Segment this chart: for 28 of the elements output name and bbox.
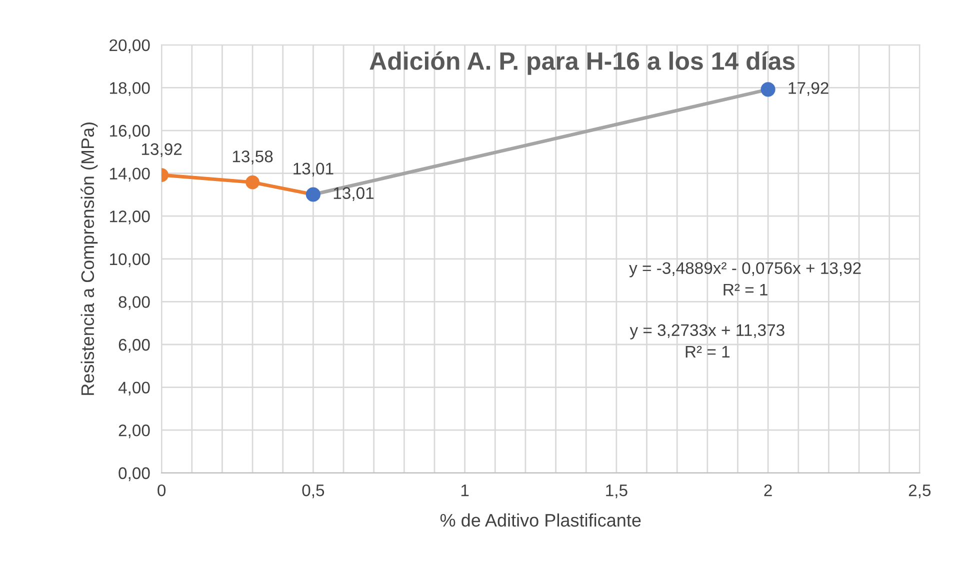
y-tick-label: 4,00 bbox=[118, 382, 150, 396]
x-tick-label: 0,5 bbox=[302, 484, 324, 498]
data-label: 13,58 bbox=[232, 150, 273, 164]
y-tick-label: 12,00 bbox=[110, 210, 150, 224]
y-tick-label: 20,00 bbox=[110, 39, 150, 54]
data-label: 17,92 bbox=[788, 82, 828, 96]
data-label: 13,01 bbox=[294, 162, 334, 177]
x-tick-label: 1 bbox=[461, 484, 469, 496]
y-tick-label: 0,00 bbox=[118, 467, 150, 482]
x-tick-label: 0 bbox=[158, 484, 166, 496]
y-tick-label: 2,00 bbox=[118, 424, 150, 438]
x-tick-label: 2,5 bbox=[908, 484, 931, 498]
data-label: 13,01 bbox=[334, 187, 374, 201]
annotation: y = -3,4889x² - 0,0756x + 13,92 R² = 1 bbox=[629, 262, 861, 296]
data-label: 13,92 bbox=[142, 143, 182, 158]
annotation: y = 3,2733x + 11,373 R² = 1 bbox=[630, 324, 784, 358]
x-tick-label: 1,5 bbox=[606, 484, 628, 498]
chart-title: Adición A. P. para H-16 a los 14 días bbox=[370, 51, 795, 75]
y-tick-label: 16,00 bbox=[110, 124, 150, 139]
y-tick-label: 8,00 bbox=[118, 296, 150, 310]
y-tick-label: 10,00 bbox=[110, 253, 150, 268]
y-axis-title: Resistencia a Comprensión (MPa) bbox=[80, 122, 98, 395]
x-tick-label: 2 bbox=[764, 484, 772, 496]
point bbox=[760, 82, 776, 97]
y-tick-label: 18,00 bbox=[110, 82, 150, 96]
y-tick-label: 14,00 bbox=[110, 168, 150, 182]
x-axis-title: % de Aditivo Plastificante bbox=[440, 513, 641, 527]
y-tick-label: 6,00 bbox=[118, 338, 150, 353]
